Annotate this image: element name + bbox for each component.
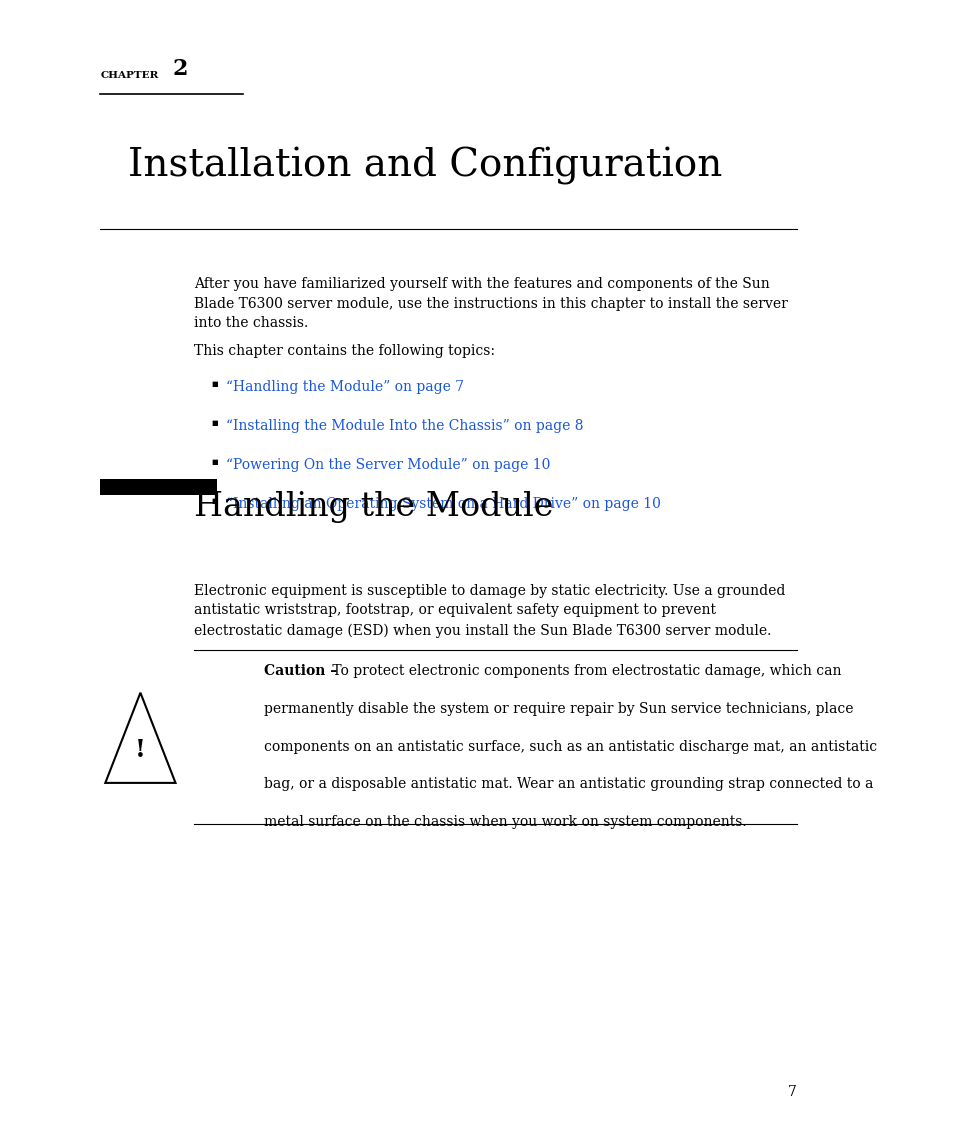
- Text: Installation and Configuration: Installation and Configuration: [129, 148, 722, 185]
- Text: “Powering On the Server Module” on page 10: “Powering On the Server Module” on page …: [225, 458, 549, 472]
- Text: permanently disable the system or require repair by Sun service technicians, pla: permanently disable the system or requir…: [264, 702, 852, 716]
- Text: !: !: [134, 739, 146, 761]
- FancyBboxPatch shape: [100, 479, 216, 495]
- Text: components on an antistatic surface, such as an antistatic discharge mat, an ant: components on an antistatic surface, suc…: [264, 740, 876, 753]
- Text: bag, or a disposable antistatic mat. Wear an antistatic grounding strap connecte: bag, or a disposable antistatic mat. Wea…: [264, 777, 872, 791]
- Text: metal surface on the chassis when you work on system components.: metal surface on the chassis when you wo…: [264, 815, 745, 829]
- Text: To protect electronic components from electrostatic damage, which can: To protect electronic components from el…: [327, 664, 841, 678]
- Text: ■: ■: [211, 458, 217, 466]
- Text: 7: 7: [787, 1085, 796, 1099]
- Text: Electronic equipment is susceptible to damage by static electricity. Use a groun: Electronic equipment is susceptible to d…: [193, 584, 784, 638]
- Text: After you have familiarized yourself with the features and components of the Sun: After you have familiarized yourself wit…: [193, 277, 787, 330]
- Text: “Handling the Module” on page 7: “Handling the Module” on page 7: [225, 380, 463, 394]
- Text: “Installing an Operating System on a Hard Drive” on page 10: “Installing an Operating System on a Har…: [225, 497, 659, 511]
- Text: “Installing the Module Into the Chassis” on page 8: “Installing the Module Into the Chassis”…: [225, 419, 582, 433]
- Text: CHAPTER: CHAPTER: [100, 71, 158, 80]
- Text: Handling the Module: Handling the Module: [193, 491, 553, 523]
- Text: This chapter contains the following topics:: This chapter contains the following topi…: [193, 344, 495, 357]
- Text: ■: ■: [211, 497, 217, 505]
- Text: 2: 2: [172, 58, 188, 80]
- Text: ■: ■: [211, 380, 217, 388]
- Text: ■: ■: [211, 419, 217, 427]
- Text: Caution –: Caution –: [264, 664, 336, 678]
